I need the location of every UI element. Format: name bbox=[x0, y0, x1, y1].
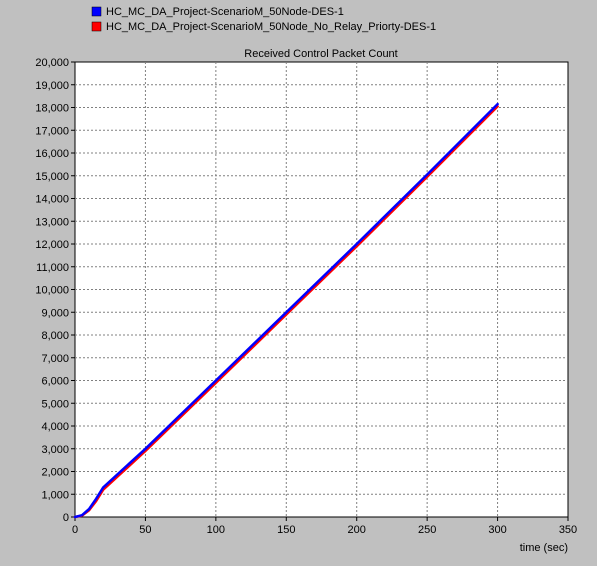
y-tick-label: 16,000 bbox=[35, 148, 69, 160]
y-tick-label: 17,000 bbox=[35, 125, 69, 137]
y-tick-label: 8,000 bbox=[41, 330, 69, 342]
y-tick-label: 1,000 bbox=[41, 489, 69, 501]
legend-label: HC_MC_DA_Project-ScenarioM_50Node_No_Rel… bbox=[106, 21, 436, 33]
legend-swatch bbox=[91, 21, 102, 32]
y-tick-label: 2,000 bbox=[41, 467, 69, 479]
y-tick-label: 19,000 bbox=[35, 80, 69, 92]
y-tick-label: 11,000 bbox=[36, 262, 69, 274]
y-tick-label: 7,000 bbox=[41, 353, 69, 365]
x-tick-label: 200 bbox=[348, 524, 366, 536]
y-tick-label: 15,000 bbox=[35, 171, 69, 183]
x-axis-label: time (sec) bbox=[520, 542, 568, 554]
y-tick-label: 13,000 bbox=[35, 216, 69, 228]
x-tick-label: 300 bbox=[488, 524, 506, 536]
x-tick-label: 50 bbox=[139, 524, 151, 536]
y-tick-label: 10,000 bbox=[35, 285, 69, 297]
legend-label: HC_MC_DA_Project-ScenarioM_50Node-DES-1 bbox=[106, 6, 344, 18]
y-axis: 0 1,000 2,000 3,000 4,000 5,000 6,000 7,000 8,00… bbox=[35, 57, 75, 524]
panel-edge-right bbox=[597, 0, 602, 571]
chart-title: Received Control Packet Count bbox=[244, 48, 397, 60]
x-tick-label: 0 bbox=[72, 524, 78, 536]
series-line bbox=[73, 102, 499, 519]
y-tick-label: 5,000 bbox=[41, 398, 69, 410]
panel-edge-bottom bbox=[0, 566, 602, 571]
y-tick-label: 3,000 bbox=[41, 444, 69, 456]
y-tick-label: 14,000 bbox=[35, 194, 69, 206]
legend-swatch bbox=[91, 6, 102, 17]
x-tick-label: 100 bbox=[207, 524, 225, 536]
x-tick-label: 350 bbox=[559, 524, 577, 536]
x-axis: 0 50 100 150 200 250 300 350 bbox=[72, 517, 577, 536]
y-tick-label: 9,000 bbox=[41, 307, 69, 319]
y-tick-label: 6,000 bbox=[41, 376, 69, 388]
series-group bbox=[73, 102, 499, 519]
y-tick-label: 0 bbox=[63, 512, 69, 524]
y-tick-label: 12,000 bbox=[35, 239, 69, 251]
y-tick-label: 18,000 bbox=[35, 103, 69, 115]
y-tick-label: 20,000 bbox=[35, 57, 69, 69]
y-tick-label: 4,000 bbox=[41, 421, 69, 433]
x-tick-label: 250 bbox=[418, 524, 436, 536]
x-tick-label: 150 bbox=[277, 524, 295, 536]
chart-legend: HC_MC_DA_Project-ScenarioM_50Node-DES-1 H… bbox=[91, 6, 436, 33]
